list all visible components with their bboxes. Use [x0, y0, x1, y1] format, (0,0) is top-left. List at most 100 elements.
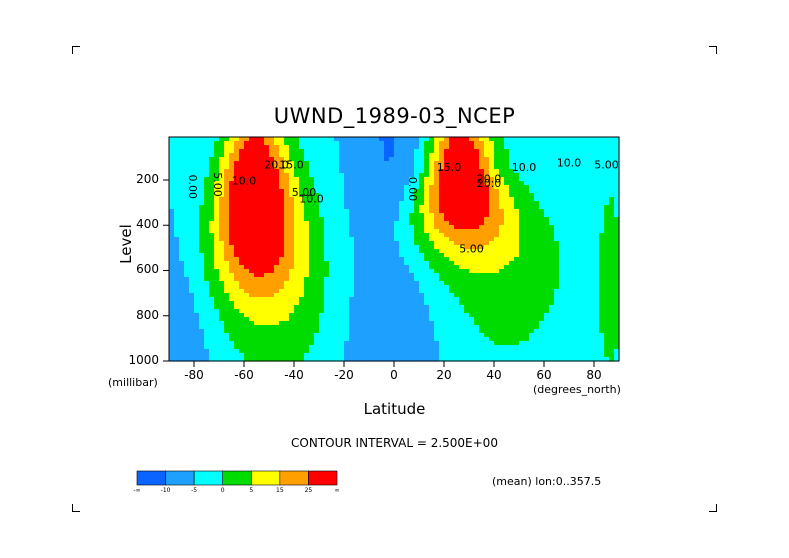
contour-cell — [439, 309, 445, 314]
contour-cell — [369, 253, 375, 258]
contour-cell — [574, 325, 580, 330]
contour-cell — [599, 209, 605, 214]
contour-cell — [549, 181, 555, 186]
contour-cell — [349, 261, 355, 266]
contour-cell — [304, 285, 310, 290]
contour-cell — [419, 261, 425, 266]
contour-cell — [584, 269, 590, 274]
contour-cell — [249, 341, 255, 346]
contour-cell — [604, 169, 610, 174]
contour-cell — [264, 225, 270, 230]
contour-cell — [569, 165, 575, 170]
contour-cell — [494, 253, 500, 258]
contour-cell — [174, 141, 180, 146]
contour-cell — [444, 213, 450, 218]
contour-cell — [569, 329, 575, 334]
contour-cell — [444, 273, 450, 278]
contour-cell — [509, 157, 515, 162]
contour-cell — [549, 253, 555, 258]
contour-cell — [224, 285, 230, 290]
contour-cell — [204, 329, 210, 334]
contour-cell — [474, 341, 480, 346]
contour-cell — [309, 233, 315, 238]
contour-cell — [534, 169, 540, 174]
contour-cell — [324, 221, 330, 226]
contour-cell — [459, 149, 465, 154]
contour-cell — [329, 345, 335, 350]
contour-cell — [434, 141, 440, 146]
contour-cell — [269, 241, 275, 246]
contour-cell — [279, 193, 285, 198]
contour-cell — [329, 169, 335, 174]
contour-cell — [224, 333, 230, 338]
contour-cell — [489, 181, 495, 186]
contour-cell — [429, 277, 435, 282]
contour-cell — [259, 321, 265, 326]
contour-cell — [304, 249, 310, 254]
contour-cell — [254, 349, 260, 354]
contour-cell — [324, 249, 330, 254]
contour-cell — [249, 337, 255, 342]
contour-cell — [334, 209, 340, 214]
contour-cell — [334, 349, 340, 354]
contour-cell — [184, 185, 190, 190]
contour-cell — [559, 257, 565, 262]
contour-cell — [369, 197, 375, 202]
contour-cell — [609, 309, 615, 314]
contour-cell — [224, 289, 230, 294]
contour-cell — [389, 357, 395, 362]
contour-cell — [314, 321, 320, 326]
contour-cell — [529, 225, 535, 230]
contour-cell — [419, 301, 425, 306]
contour-cell — [179, 237, 185, 242]
contour-cell — [574, 225, 580, 230]
contour-cell — [544, 277, 550, 282]
contour-cell — [604, 237, 610, 242]
contour-cell — [569, 177, 575, 182]
contour-cell — [554, 269, 560, 274]
contour-cell — [244, 157, 250, 162]
contour-cell — [444, 301, 450, 306]
contour-cell — [364, 325, 370, 330]
contour-cell — [419, 185, 425, 190]
contour-cell — [579, 189, 585, 194]
contour-cell — [484, 189, 490, 194]
contour-cell — [414, 217, 420, 222]
contour-cell — [464, 209, 470, 214]
contour-cell — [594, 245, 600, 250]
contour-cell — [534, 145, 540, 150]
contour-cell — [229, 281, 235, 286]
contour-cell — [604, 337, 610, 342]
contour-cell — [329, 285, 335, 290]
contour-cell — [234, 185, 240, 190]
contour-cell — [504, 165, 510, 170]
contour-cell — [184, 265, 190, 270]
contour-cell — [344, 293, 350, 298]
contour-cell — [489, 153, 495, 158]
contour-cell — [204, 325, 210, 330]
contour-cell — [569, 345, 575, 350]
contour-cell — [404, 221, 410, 226]
contour-cell — [369, 309, 375, 314]
contour-cell — [379, 197, 385, 202]
contour-cell — [284, 261, 290, 266]
contour-cell — [229, 321, 235, 326]
contour-cell — [534, 185, 540, 190]
contour-cell — [594, 277, 600, 282]
contour-cell — [449, 277, 455, 282]
contour-cell — [439, 293, 445, 298]
contour-cell — [239, 273, 245, 278]
contour-cell — [329, 349, 335, 354]
contour-cell — [364, 209, 370, 214]
contour-cell — [354, 293, 360, 298]
contour-cell — [284, 325, 290, 330]
contour-cell — [434, 309, 440, 314]
contour-cell — [354, 245, 360, 250]
contour-cell — [369, 337, 375, 342]
contour-cell — [349, 149, 355, 154]
contour-cell — [584, 233, 590, 238]
contour-cell — [234, 281, 240, 286]
contour-cell — [514, 281, 520, 286]
contour-cell — [504, 225, 510, 230]
